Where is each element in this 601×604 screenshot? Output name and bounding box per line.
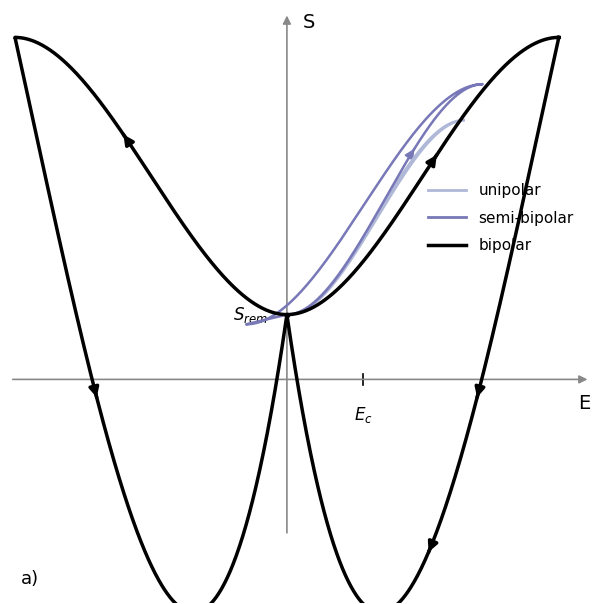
Text: S: S (304, 13, 316, 32)
Text: $E_c$: $E_c$ (353, 405, 373, 425)
Legend: unipolar, semi-bipolar, bipolar: unipolar, semi-bipolar, bipolar (422, 178, 580, 259)
Text: a): a) (20, 570, 38, 588)
Text: E: E (578, 394, 590, 413)
Text: $S_{rem}$: $S_{rem}$ (233, 304, 268, 324)
